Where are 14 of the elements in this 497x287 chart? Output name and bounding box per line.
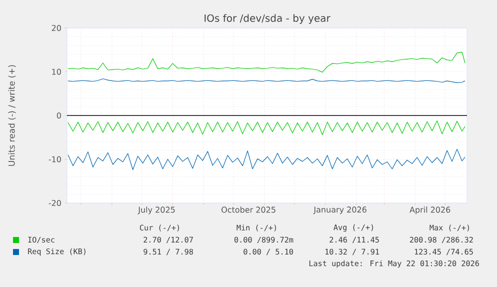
y-tick-label: -20: [48, 200, 61, 206]
x-tick-label: July 2025: [138, 206, 175, 214]
x-tick-label: January 2026: [313, 206, 366, 214]
x-tick-label: October 2025: [222, 206, 276, 213]
x-tick-label: April 2026: [410, 206, 450, 214]
line-series: [68, 120, 466, 136]
chart-title: IOs for /dev/sda - by year: [204, 14, 330, 24]
line-series: [68, 148, 466, 170]
y-tick-label: 20: [52, 24, 61, 32]
line-series: [68, 52, 466, 72]
y-axis-title: Units read (-) / write (+): [8, 65, 16, 166]
y-tick-label: 10: [52, 68, 61, 75]
y-tick-label: -10: [48, 156, 61, 162]
y-tick-label: 0: [56, 112, 61, 119]
